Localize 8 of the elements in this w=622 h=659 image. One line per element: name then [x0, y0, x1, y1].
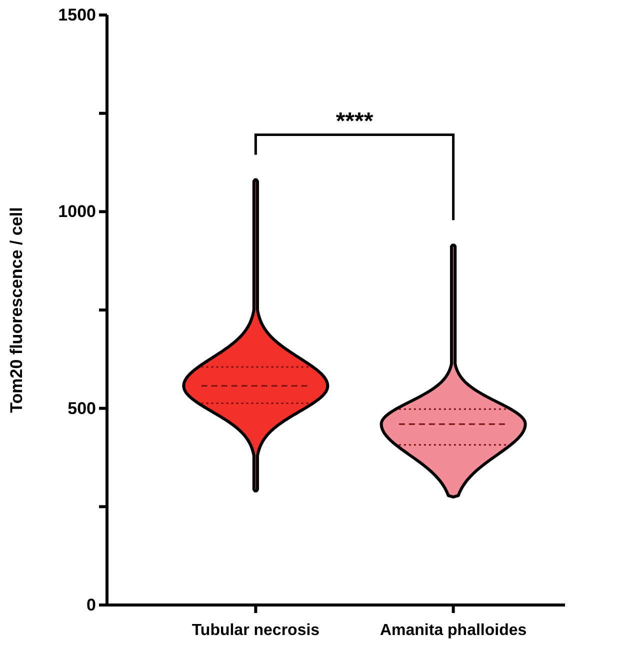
y-axis-title: Tom20 fluorescence / cell: [7, 207, 26, 413]
x-tick-label: Amanita phalloides: [380, 622, 527, 640]
annotation: ****: [336, 108, 374, 135]
y-tick-label: 0: [86, 595, 96, 614]
y-tick-label: 1500: [58, 5, 96, 24]
y-tick-label: 1000: [58, 202, 96, 222]
y-tick-label: 500: [68, 398, 96, 418]
x-tick-label: Tubular necrosis: [192, 622, 320, 640]
